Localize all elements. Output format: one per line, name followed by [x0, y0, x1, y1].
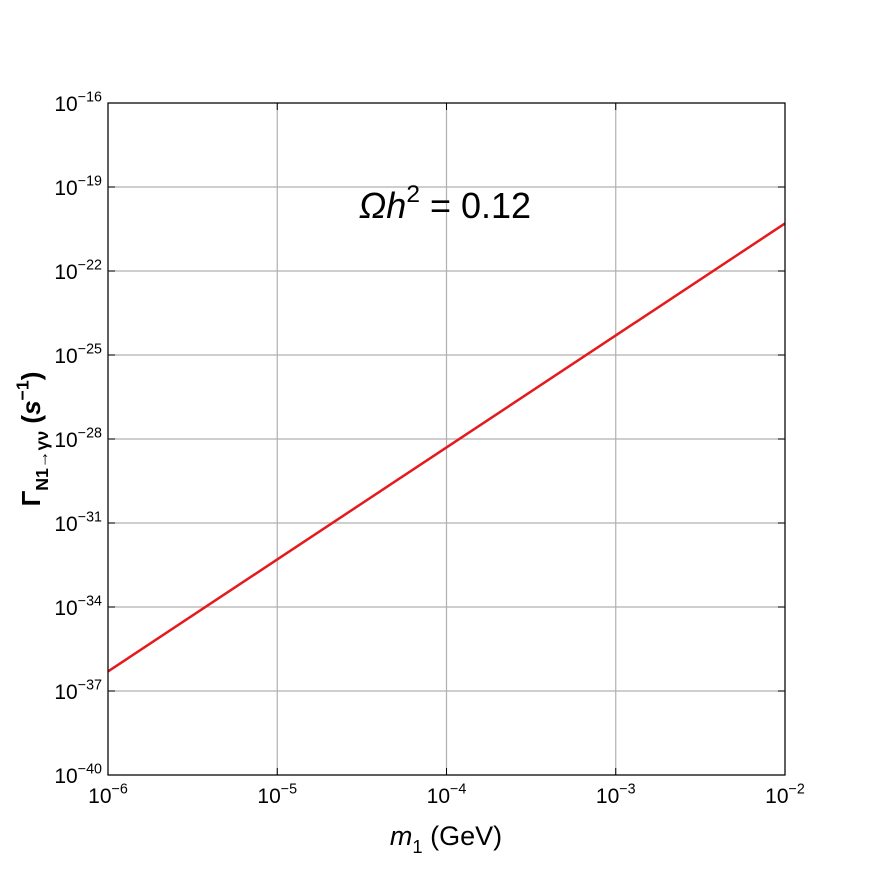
plot-frame — [107, 102, 786, 776]
data-line — [107, 222, 786, 673]
y-tick-label: 10−25 — [54, 342, 102, 369]
y-tick-label: 10−28 — [54, 426, 102, 453]
x-tick-label: 10−6 — [88, 782, 128, 809]
y-tick-label: 10−37 — [54, 678, 102, 705]
y-tick-label: 10−34 — [54, 594, 102, 621]
x-axis-label: m1 (GeV) — [390, 821, 502, 857]
annotation: Ωh2 = 0.12 — [359, 181, 531, 226]
y-tick-label: 10−16 — [54, 90, 102, 117]
x-tick-label: 10−3 — [596, 782, 636, 809]
y-tick-label: 10−22 — [54, 258, 102, 285]
y-tick-label: 10−19 — [54, 174, 102, 201]
x-tick-label: 10−4 — [427, 782, 467, 809]
y-axis-label: ΓN1→γν (s−1) — [12, 372, 52, 507]
y-tick-label: 10−40 — [54, 762, 102, 789]
x-tick-label: 10−2 — [765, 782, 805, 809]
y-tick-label: 10−31 — [54, 510, 102, 537]
x-tick-label: 10−5 — [257, 782, 297, 809]
